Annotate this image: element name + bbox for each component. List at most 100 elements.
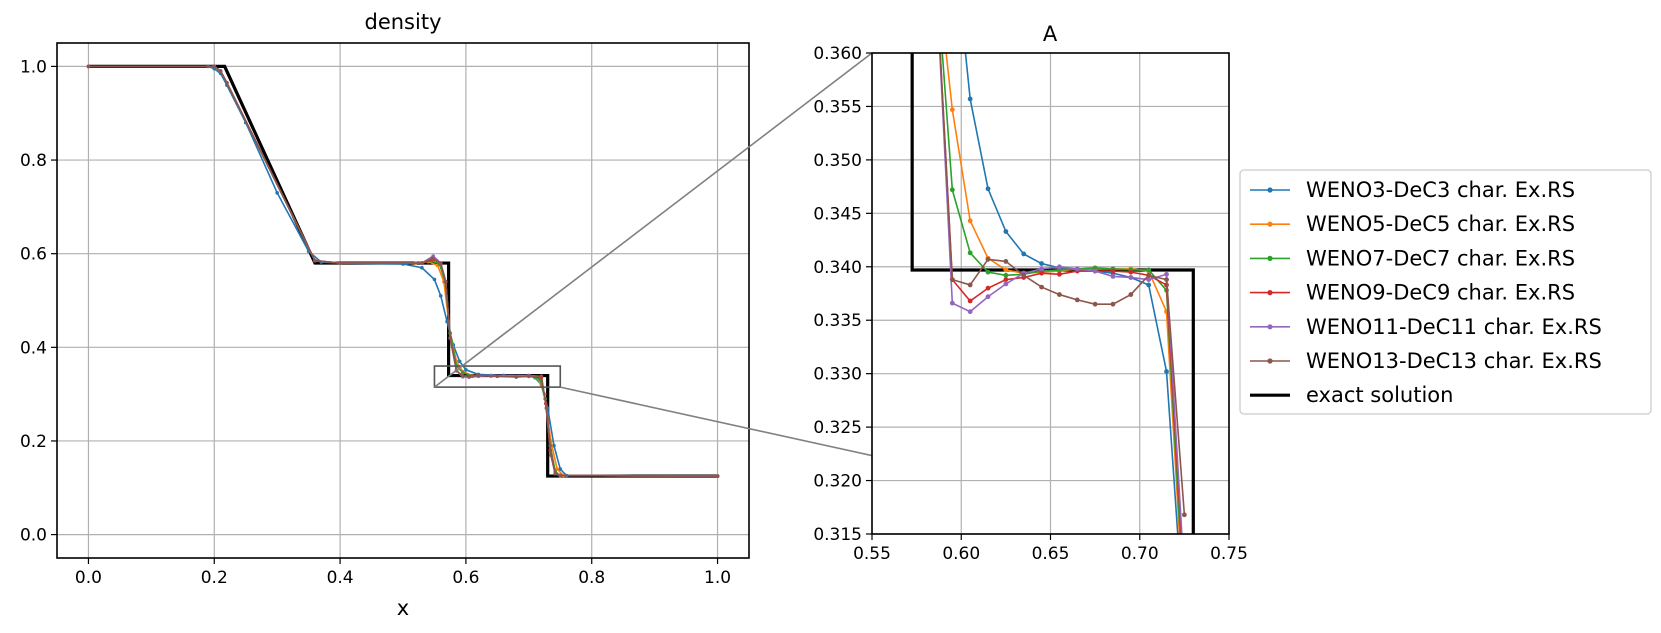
inset-point-weno7-dec7 xyxy=(949,187,955,193)
inset-point-weno13-dec13 xyxy=(1057,292,1062,297)
main-point-weno3-dec3 xyxy=(552,443,556,448)
main-point-weno13-dec13 xyxy=(549,453,553,457)
legend-entry-weno13-dec13: WENO13-DeC13 char. Ex.RS xyxy=(1250,349,1602,373)
inset-point-weno11-dec11 xyxy=(1039,266,1044,272)
inset-point-weno11-dec11 xyxy=(1057,264,1062,270)
main-point-weno3-dec3 xyxy=(464,367,468,372)
inset-y-axis: 0.315 0.320 0.325 0.330 0.335 0.340 0.345 0.350… xyxy=(813,44,872,545)
inset-point-weno13-dec13 xyxy=(1003,259,1009,264)
main-x-tick-label: 0.8 xyxy=(578,568,605,588)
inset-x-tick-label: 0.75 xyxy=(1210,544,1248,564)
inset-point-weno11-dec11 xyxy=(949,300,955,306)
main-series-exact-solution xyxy=(88,64,718,478)
legend-marker xyxy=(1267,221,1273,227)
inset-point-weno3-dec3 xyxy=(967,96,973,102)
legend-label: WENO7-DeC7 char. Ex.RS xyxy=(1306,246,1575,270)
inset-point-weno7-dec7 xyxy=(1003,272,1009,278)
inset-point-weno7-dec7 xyxy=(1182,606,1187,611)
inset-point-weno11-dec11 xyxy=(1110,274,1116,279)
inset-point-weno13-dec13 xyxy=(1039,284,1044,290)
inset-point-weno7-dec7 xyxy=(985,269,991,275)
main-point-weno13-dec13 xyxy=(338,261,342,265)
inset-point-weno3-dec3 xyxy=(1164,369,1169,374)
main-series-weno5-dec5 xyxy=(88,65,718,477)
main-point-weno13-dec13 xyxy=(443,279,448,284)
inset-point-weno11-dec11 xyxy=(1164,271,1169,277)
legend-marker xyxy=(1267,358,1273,364)
main-x-axis-label: x xyxy=(397,596,409,620)
main-y-axis: 0.0 0.2 0.4 0.6 0.8 1.0 xyxy=(20,57,57,546)
legend-marker xyxy=(1267,255,1273,261)
inset-point-weno13-dec13 xyxy=(967,282,973,288)
inset-point-weno5-dec5 xyxy=(967,218,973,224)
main-series-weno9-dec9 xyxy=(88,65,718,477)
inset-point-weno5-dec5 xyxy=(1003,267,1009,273)
inset-point-weno11-dec11 xyxy=(1074,266,1080,272)
inset-point-weno13-dec13 xyxy=(1146,272,1152,278)
inset-y-tick-label: 0.325 xyxy=(813,418,862,438)
inset-point-weno11-dec11 xyxy=(967,309,973,315)
inset-y-tick-label: 0.335 xyxy=(813,311,862,331)
main-point-weno3-dec3 xyxy=(558,467,563,471)
legend-entry-exact-solution: exact solution xyxy=(1250,383,1453,407)
inset-point-weno7-dec7 xyxy=(967,250,973,256)
main-y-tick-label: 0.2 xyxy=(20,432,47,452)
main-point-weno13-dec13 xyxy=(86,64,91,69)
inset-point-weno9-dec9 xyxy=(1182,585,1187,590)
inset-y-tick-label: 0.345 xyxy=(813,204,862,224)
main-point-weno13-dec13 xyxy=(553,471,558,476)
inset-point-weno13-dec13 xyxy=(1181,512,1187,518)
inset-point-weno13-dec13 xyxy=(1074,297,1080,303)
inset-point-weno3-dec3 xyxy=(1039,261,1044,266)
inset-point-weno13-dec13 xyxy=(1092,301,1098,307)
inset-point-weno9-dec9 xyxy=(985,285,991,291)
inset-point-weno13-dec13 xyxy=(1128,292,1134,297)
main-point-weno13-dec13 xyxy=(438,261,443,265)
main-y-tick-label: 0.6 xyxy=(20,245,47,265)
main-x-tick-label: 1.0 xyxy=(704,568,731,588)
inset-point-weno11-dec11 xyxy=(1182,574,1187,579)
inset-point-weno3-dec3 xyxy=(1003,229,1009,234)
inset-point-weno13-dec13 xyxy=(949,277,955,282)
main-x-axis: 0.0 0.2 0.4 0.6 0.8 1.0 xyxy=(75,558,731,588)
main-point-weno7-dec7 xyxy=(460,370,465,375)
inset-point-weno3-dec3 xyxy=(1146,282,1152,288)
main-point-weno13-dec13 xyxy=(514,375,519,379)
legend-entry-weno3-dec3: WENO3-DeC3 char. Ex.RS xyxy=(1250,178,1575,202)
inset-point-weno5-dec5 xyxy=(949,107,955,113)
main-point-weno3-dec3 xyxy=(432,277,437,282)
legend-label: WENO3-DeC3 char. Ex.RS xyxy=(1306,178,1575,202)
inset-point-weno3-dec3 xyxy=(1182,628,1187,633)
main-point-weno13-dec13 xyxy=(467,374,471,379)
main-series-weno7-dec7 xyxy=(88,65,718,477)
inset-point-weno11-dec11 xyxy=(985,294,991,300)
main-point-weno13-dec13 xyxy=(527,374,531,379)
main-point-weno13-dec13 xyxy=(212,64,217,69)
legend: WENO3-DeC3 char. Ex.RS WENO5-DeC5 char. E… xyxy=(1239,169,1652,415)
main-plot-frame xyxy=(56,42,750,559)
legend-label: exact solution xyxy=(1306,383,1453,407)
main-point-weno13-dec13 xyxy=(476,373,481,378)
legend-entry-weno9-dec9: WENO9-DeC9 char. Ex.RS xyxy=(1250,281,1575,305)
main-point-weno13-dec13 xyxy=(448,336,452,340)
main-point-weno13-dec13 xyxy=(495,374,500,379)
main-point-weno13-dec13 xyxy=(558,473,563,478)
main-y-tick-label: 1.0 xyxy=(20,57,47,77)
main-point-weno13-dec13 xyxy=(715,474,720,478)
main-point-weno13-dec13 xyxy=(225,81,229,85)
main-y-tick-label: 0.8 xyxy=(20,151,47,171)
inset-x-tick-label: 0.65 xyxy=(1032,544,1070,564)
legend-label: WENO5-DeC5 char. Ex.RS xyxy=(1306,212,1575,236)
inset-plot-lines xyxy=(910,53,1195,633)
inset-point-weno9-dec9 xyxy=(1057,271,1062,277)
inset-point-weno11-dec11 xyxy=(1092,268,1098,274)
inset-x-axis: 0.55 0.60 0.65 0.70 0.75 xyxy=(853,534,1248,564)
legend-marker xyxy=(1267,187,1273,193)
main-point-weno13-dec13 xyxy=(544,406,549,410)
main-point-weno13-dec13 xyxy=(430,256,435,261)
inset-y-tick-label: 0.355 xyxy=(813,97,862,117)
inset-point-weno5-dec5 xyxy=(1182,617,1187,622)
legend-label: WENO13-DeC13 char. Ex.RS xyxy=(1306,349,1602,373)
legend-entry-weno5-dec5: WENO5-DeC5 char. Ex.RS xyxy=(1250,212,1575,236)
main-point-weno13-dec13 xyxy=(460,374,465,378)
